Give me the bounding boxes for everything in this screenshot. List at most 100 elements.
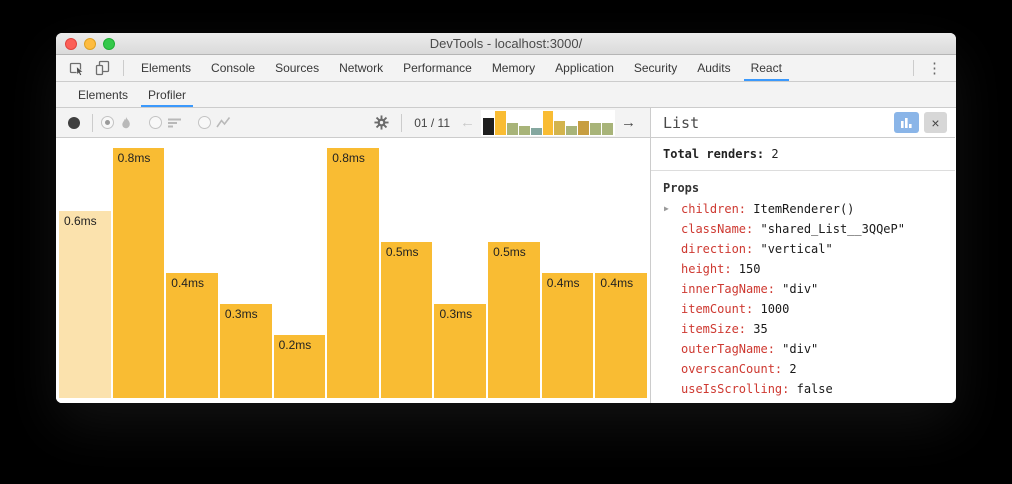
- props-heading: Props: [663, 181, 700, 195]
- minimap-bar-1[interactable]: [483, 117, 494, 135]
- subtab-elements[interactable]: Elements: [78, 87, 129, 102]
- record-button[interactable]: [68, 116, 80, 129]
- next-commit-icon[interactable]: →: [621, 114, 636, 131]
- chart-bar-2[interactable]: 0.8ms: [112, 148, 165, 398]
- prop-value: 1000: [753, 302, 790, 316]
- window-titlebar: DevTools - localhost:3000/: [56, 33, 956, 55]
- chart-bar-6[interactable]: 0.8ms: [327, 148, 379, 398]
- bar-duration-label: 0.6ms: [64, 214, 97, 228]
- tab-audits[interactable]: Audits: [697, 61, 731, 75]
- prop-value: "div": [774, 342, 819, 356]
- minimize-window-button[interactable]: [84, 38, 96, 50]
- tab-sources[interactable]: Sources: [275, 61, 320, 75]
- device-toolbar-icon[interactable]: [90, 55, 116, 81]
- prop-value: "vertical": [753, 242, 833, 256]
- commit-minimap[interactable]: [481, 109, 615, 136]
- view-renders-chart-button[interactable]: [894, 112, 919, 133]
- react-subtab-bar: Elements Profiler: [56, 82, 956, 108]
- minimap-bar-10[interactable]: [590, 122, 602, 135]
- interactions-chart-radio[interactable]: [198, 116, 231, 129]
- minimap-bar-6[interactable]: [542, 110, 554, 135]
- close-sidebar-button[interactable]: ×: [924, 112, 947, 133]
- subtab-profiler[interactable]: Profiler: [141, 82, 193, 107]
- inspect-element-icon[interactable]: [64, 55, 90, 81]
- bar-duration-label: 0.5ms: [493, 245, 526, 259]
- minimap-bar-3[interactable]: [506, 122, 518, 135]
- react-subtabs: Elements Profiler: [68, 82, 196, 107]
- chart-bar-10[interactable]: 0.4ms: [541, 273, 594, 398]
- tab-performance[interactable]: Performance: [403, 61, 472, 75]
- divider: [123, 60, 124, 76]
- minimap-bar-2[interactable]: [494, 110, 506, 135]
- close-window-button[interactable]: [65, 38, 77, 50]
- profiler-pane: 01 / 11 ← → 0.6ms 0.8ms 0.4ms 0.3ms 0.2ms 0.8…: [56, 108, 651, 403]
- prop-value: 2: [782, 362, 797, 376]
- flame-icon: [122, 116, 130, 128]
- chart-bar-3[interactable]: 0.4ms: [166, 273, 218, 398]
- divider: [913, 60, 914, 76]
- bar-duration-label: 0.3ms: [439, 307, 473, 321]
- total-renders: Total renders: 2: [651, 138, 955, 171]
- chart-bar-7[interactable]: 0.5ms: [380, 242, 433, 398]
- prop-row-itemCount: itemCount: 1000: [651, 299, 955, 319]
- minimap-bar-11[interactable]: [602, 122, 613, 135]
- prop-key: direction:: [681, 242, 754, 256]
- expand-arrow-icon[interactable]: ▶: [664, 204, 669, 213]
- minimap-bar-7[interactable]: [554, 120, 566, 135]
- minimap-bar-8[interactable]: [566, 125, 578, 135]
- chart-bar-4[interactable]: 0.3ms: [219, 304, 272, 398]
- chart-bar-9[interactable]: 0.5ms: [488, 242, 540, 398]
- prop-key: innerTagName:: [681, 282, 775, 296]
- main-content: 01 / 11 ← → 0.6ms 0.8ms 0.4ms 0.3ms 0.2ms 0.8…: [56, 108, 956, 403]
- prop-value: 35: [746, 322, 768, 336]
- zoom-window-button[interactable]: [103, 38, 115, 50]
- bar-duration-label: 0.4ms: [171, 276, 204, 290]
- chart-bar-11[interactable]: 0.4ms: [595, 273, 648, 398]
- chart-bar-1[interactable]: 0.6ms: [59, 211, 111, 398]
- tab-memory[interactable]: Memory: [491, 61, 536, 75]
- bar-chart-icon: [901, 117, 912, 128]
- bar-duration-label: 0.3ms: [224, 307, 258, 321]
- sidebar-body: Total renders: 2 Props ▶ children: ItemRe…: [651, 138, 955, 403]
- radio-selected: [101, 116, 114, 129]
- main-tabs: Elements Console Sources Network Performance…: [131, 55, 792, 81]
- tab-security[interactable]: Security: [633, 61, 678, 75]
- radio-unselected: [149, 116, 162, 129]
- prop-row-overscanCount: overscanCount: 2: [651, 359, 955, 379]
- prop-value: 300: [724, 402, 754, 403]
- radio-unselected: [198, 116, 211, 129]
- tab-network[interactable]: Network: [339, 61, 384, 75]
- total-renders-label: Total renders:: [663, 147, 765, 161]
- more-options-icon[interactable]: ⋮: [927, 60, 942, 77]
- commit-counter: 01 / 11: [414, 115, 450, 130]
- prop-value: "div": [774, 282, 819, 296]
- prop-key: width:: [681, 402, 724, 403]
- ranked-chart-radio[interactable]: [149, 116, 182, 129]
- sidebar-header: List ×: [651, 108, 955, 138]
- total-renders-value: 2: [771, 147, 779, 161]
- prop-row-itemSize: itemSize: 35: [651, 319, 955, 339]
- tab-elements[interactable]: Elements: [141, 61, 192, 75]
- tab-console[interactable]: Console: [211, 61, 256, 75]
- tab-react[interactable]: React: [744, 55, 789, 81]
- bar-duration-label: 0.2ms: [278, 338, 312, 352]
- chart-bar-5[interactable]: 0.2ms: [273, 335, 326, 398]
- settings-gear-icon[interactable]: [370, 115, 393, 130]
- prop-row-useIsScrolling: useIsScrolling: false: [651, 379, 955, 399]
- ranked-bars-icon: [168, 118, 181, 127]
- minimap-bar-4[interactable]: [518, 125, 530, 135]
- prop-value: ItemRenderer(): [746, 202, 855, 216]
- chart-bar-8[interactable]: 0.3ms: [434, 304, 487, 398]
- prop-row-innerTagName: innerTagName: "div": [651, 279, 955, 299]
- devtools-window: DevTools - localhost:3000/ Elements Conso…: [56, 33, 956, 403]
- prop-row-direction: direction: "vertical": [651, 239, 955, 259]
- flamegraph-chart-radio[interactable]: [101, 116, 133, 130]
- prop-value: false: [789, 382, 833, 396]
- prop-row-width: width: 300: [651, 399, 955, 403]
- prev-commit-icon[interactable]: ←: [460, 114, 475, 131]
- tab-application[interactable]: Application: [555, 61, 614, 75]
- prop-value: 150: [731, 262, 761, 276]
- bar-duration-label: 0.5ms: [385, 245, 419, 259]
- minimap-bar-5[interactable]: [530, 127, 542, 135]
- minimap-bar-9[interactable]: [578, 120, 590, 135]
